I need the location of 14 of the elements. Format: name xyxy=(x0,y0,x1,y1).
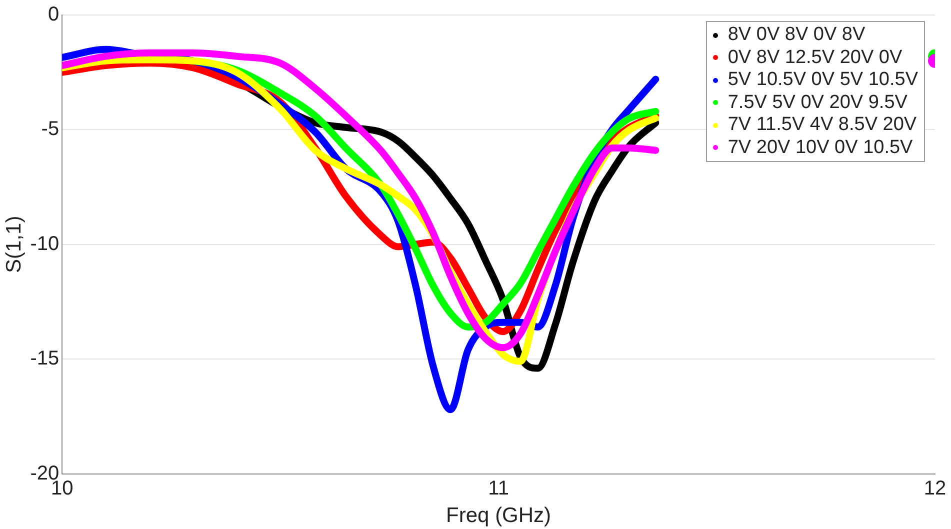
y-tick-label: -10 xyxy=(30,232,60,255)
legend-label: 7.5V 5V 0V 20V 9.5V xyxy=(728,92,908,114)
x-tick-label: 11 xyxy=(488,477,509,500)
y-tick-label: 0 xyxy=(48,4,60,26)
legend-label: 0V 8V 12.5V 20V 0V xyxy=(728,46,902,69)
y-axis-title: S(1,1) xyxy=(2,216,26,273)
y-tick-label: -5 xyxy=(41,118,60,140)
y-tick-label: -15 xyxy=(30,348,60,370)
legend-label: 7V 20V 10V 0V 10.5V xyxy=(728,136,913,159)
x-tick-label: 12 xyxy=(924,477,946,500)
legend-label: 7V 11.5V 4V 8.5V 20V xyxy=(728,114,917,136)
legend-label: 8V 0V 8V 0V 8V xyxy=(728,24,866,46)
legend-label: 5V 10.5V 0V 5V 10.5V xyxy=(728,69,918,92)
x-axis-title: Freq (GHz) xyxy=(446,504,552,528)
